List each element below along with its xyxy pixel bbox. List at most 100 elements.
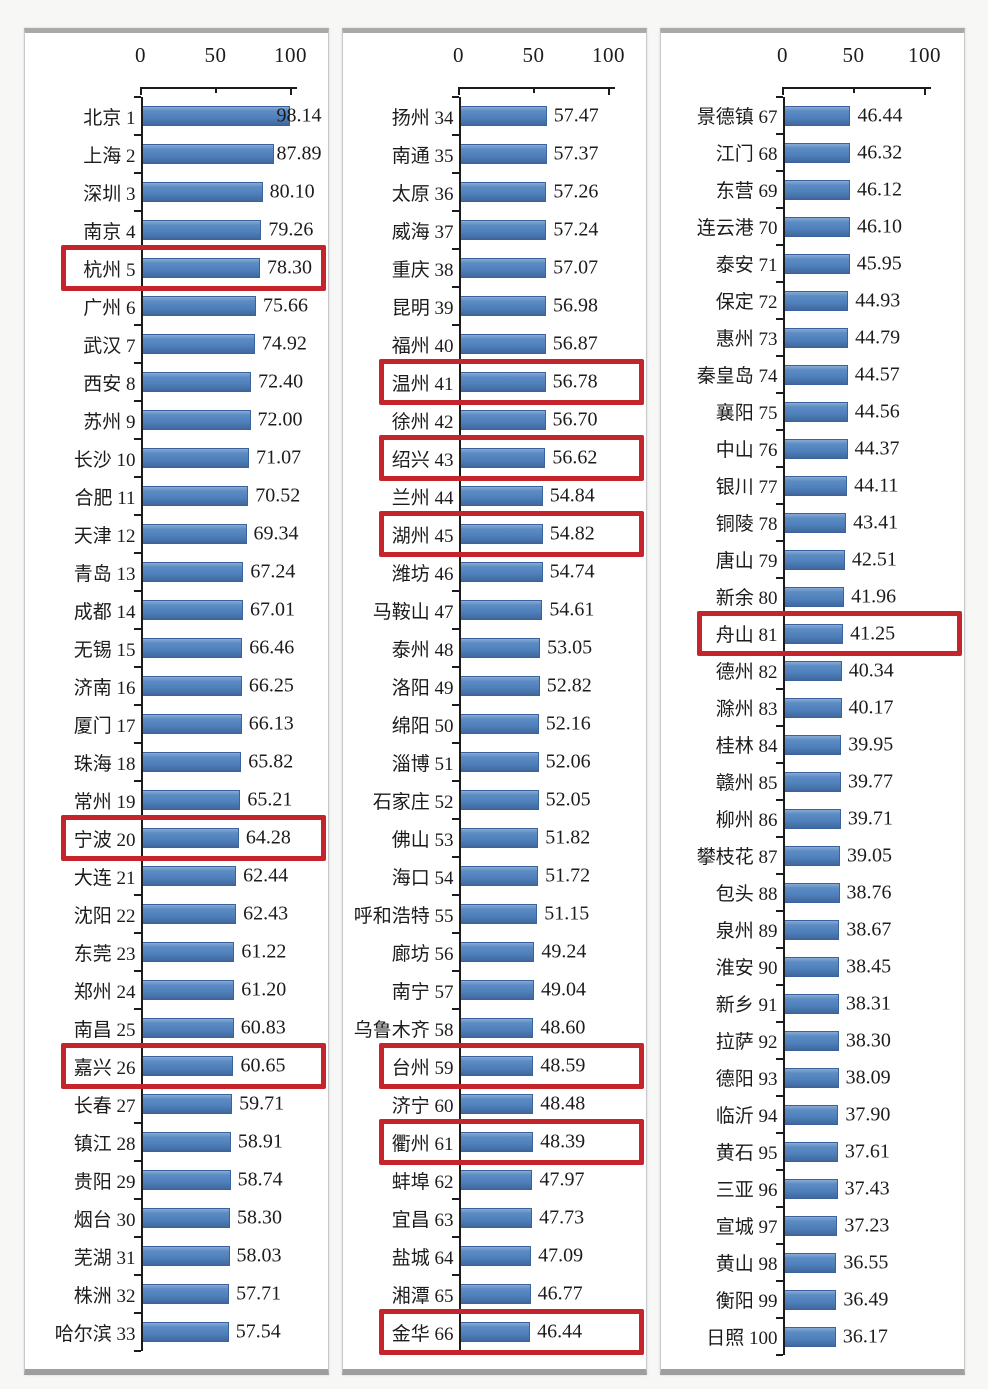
x-axis-tick <box>139 87 142 95</box>
value-label: 56.78 <box>552 370 598 393</box>
bar-track: 36.17 <box>775 1317 960 1356</box>
bar-rows: 北京 1 98.14 上海 2 87.89 深圳 3 80.10 南京 4 79.26 杭州 5… <box>31 96 326 1352</box>
chart-row: 湖州 45 54.82 <box>349 511 644 557</box>
value-label: 37.90 <box>845 1103 891 1125</box>
chart-row: 昆明 39 56.98 <box>349 286 642 325</box>
chart-row: 兰州 44 54.84 <box>349 476 642 515</box>
value-bar <box>142 1018 234 1038</box>
city-rank-label: 德阳 93 <box>715 1069 778 1090</box>
value-label: 67.01 <box>250 598 295 621</box>
value-label: 75.66 <box>262 294 308 317</box>
city-rank-label: 温州 41 <box>391 373 454 395</box>
chart-row: 南京 4 79.26 <box>31 210 324 249</box>
value-bar <box>142 1132 231 1152</box>
chart-row: 长春 27 59.71 <box>31 1084 324 1123</box>
bar-track: 60.83 <box>133 1008 324 1047</box>
value-label: 38.09 <box>845 1066 891 1088</box>
chart-row: 秦皇岛 74 44.57 <box>667 355 960 393</box>
chart-row: 长沙 10 71.07 <box>31 438 324 477</box>
value-label: 47.09 <box>538 1244 584 1267</box>
chart-row: 东营 69 46.12 <box>667 170 960 208</box>
value-bar <box>460 600 543 620</box>
bar-track: 67.01 <box>133 590 324 629</box>
city-rank-label: 厦门 17 <box>73 715 136 737</box>
value-bar <box>784 1104 839 1125</box>
bar-track: 48.60 <box>451 1008 642 1047</box>
value-bar <box>784 734 842 755</box>
chart-row: 日照 100 36.17 <box>667 1317 960 1356</box>
value-label: 54.74 <box>549 560 595 583</box>
bar-track: 44.79 <box>775 318 960 356</box>
value-label: 46.44 <box>857 104 903 126</box>
bar-track: 61.20 <box>133 970 324 1009</box>
bar-track: 66.25 <box>133 666 324 705</box>
value-bar <box>142 334 255 354</box>
bar-track: 72.40 <box>133 362 324 401</box>
value-label: 46.12 <box>856 178 902 200</box>
city-rank-label: 宁波 20 <box>73 829 136 851</box>
chart-row: 台州 59 48.59 <box>349 1043 644 1089</box>
city-rank-label: 芜湖 31 <box>73 1247 136 1269</box>
value-bar <box>460 106 547 126</box>
value-bar <box>784 660 842 681</box>
value-label: 58.91 <box>237 1130 283 1153</box>
chart-row: 郑州 24 61.20 <box>31 970 324 1009</box>
bar-track: 42.51 <box>775 540 960 578</box>
chart-row: 佛山 53 51.82 <box>349 818 642 857</box>
value-label: 87.89 <box>276 142 322 165</box>
bar-track: 38.09 <box>775 1058 960 1096</box>
x-axis-tick <box>852 87 855 93</box>
x-tick-label-50: 50 <box>204 43 227 67</box>
city-rank-label: 泰州 48 <box>391 639 454 661</box>
city-rank-label: 兰州 44 <box>391 487 454 509</box>
bar-track: 38.30 <box>775 1021 960 1059</box>
bar-track: 62.44 <box>133 856 324 895</box>
value-label: 47.97 <box>539 1168 585 1191</box>
value-bar <box>142 296 256 316</box>
chart-row: 唐山 79 42.51 <box>667 540 960 578</box>
bar-track: 39.71 <box>775 799 960 837</box>
value-bar <box>142 828 239 848</box>
value-bar <box>784 512 847 533</box>
chart-row: 淄博 51 52.06 <box>349 742 642 781</box>
value-label: 54.82 <box>549 522 595 545</box>
chart-row: 南昌 25 60.83 <box>31 1008 324 1047</box>
chart-row: 南通 35 57.37 <box>349 134 642 173</box>
value-label: 64.28 <box>245 826 291 849</box>
bar-track: 56.87 <box>451 324 642 363</box>
city-rank-label: 东营 69 <box>715 181 778 202</box>
value-bar <box>460 790 539 810</box>
bar-track: 51.72 <box>451 856 642 895</box>
city-rank-label: 三亚 96 <box>715 1180 778 1201</box>
city-rank-label: 日照 100 <box>706 1328 778 1349</box>
x-axis: 0 50 100 <box>777 43 960 97</box>
bar-track: 79.26 <box>133 210 324 249</box>
x-axis-line <box>139 87 297 95</box>
chart-row: 景德镇 67 46.44 <box>667 96 960 134</box>
city-rank-label: 绍兴 43 <box>391 449 454 471</box>
value-bar <box>460 866 539 886</box>
value-bar <box>460 676 540 696</box>
value-bar <box>784 401 848 422</box>
city-rank-label: 唐山 79 <box>715 551 778 572</box>
bar-track: 49.24 <box>451 932 642 971</box>
value-label: 57.24 <box>553 218 599 241</box>
value-bar <box>142 220 262 240</box>
value-label: 44.79 <box>855 326 901 348</box>
bar-track: 54.74 <box>451 552 642 591</box>
bar-track: 47.97 <box>451 1160 642 1199</box>
chart-row: 重庆 38 57.07 <box>349 248 642 287</box>
value-label: 52.82 <box>546 674 592 697</box>
value-bar <box>784 845 840 866</box>
x-tick-label-0: 0 <box>777 43 788 67</box>
value-label: 40.34 <box>848 659 894 681</box>
chart-row: 滁州 83 40.17 <box>667 688 960 726</box>
value-label: 38.31 <box>845 992 891 1014</box>
city-rank-label: 镇江 28 <box>73 1133 136 1155</box>
value-label: 58.30 <box>236 1206 282 1229</box>
chart-row: 泰安 71 45.95 <box>667 244 960 282</box>
city-rank-label: 黄山 98 <box>715 1254 778 1275</box>
bar-track: 78.30 <box>133 248 324 287</box>
bar-track: 52.05 <box>451 780 642 819</box>
value-bar <box>142 182 263 202</box>
